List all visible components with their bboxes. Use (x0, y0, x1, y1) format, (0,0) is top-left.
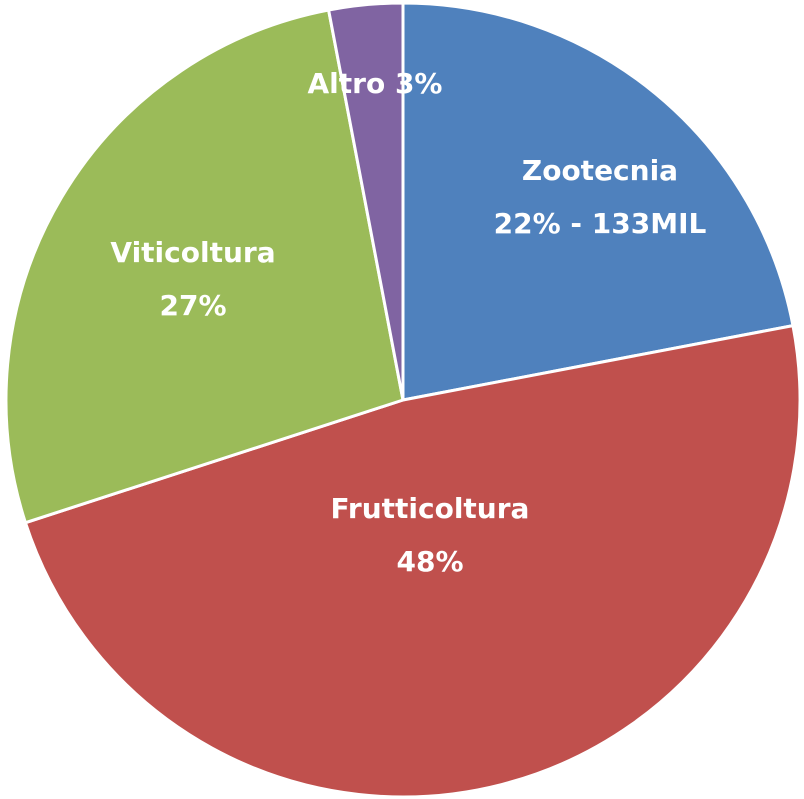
value-label: 27% (159, 289, 226, 322)
category-label: Altro (308, 67, 386, 100)
value-label: 22% - 133MIL (494, 207, 707, 240)
value-label: 48% (396, 545, 463, 578)
category-label: Viticoltura (110, 236, 275, 269)
pie-slice (401, 1, 795, 402)
category-label: Zootecnia (522, 154, 678, 187)
slice-label: Altro 3% (308, 67, 443, 100)
pie-slice (23, 323, 802, 799)
value-label: 3% (395, 67, 443, 100)
pie-slice (4, 8, 405, 525)
category-label: Frutticoltura (331, 492, 530, 525)
pie-slice (326, 1, 405, 401)
